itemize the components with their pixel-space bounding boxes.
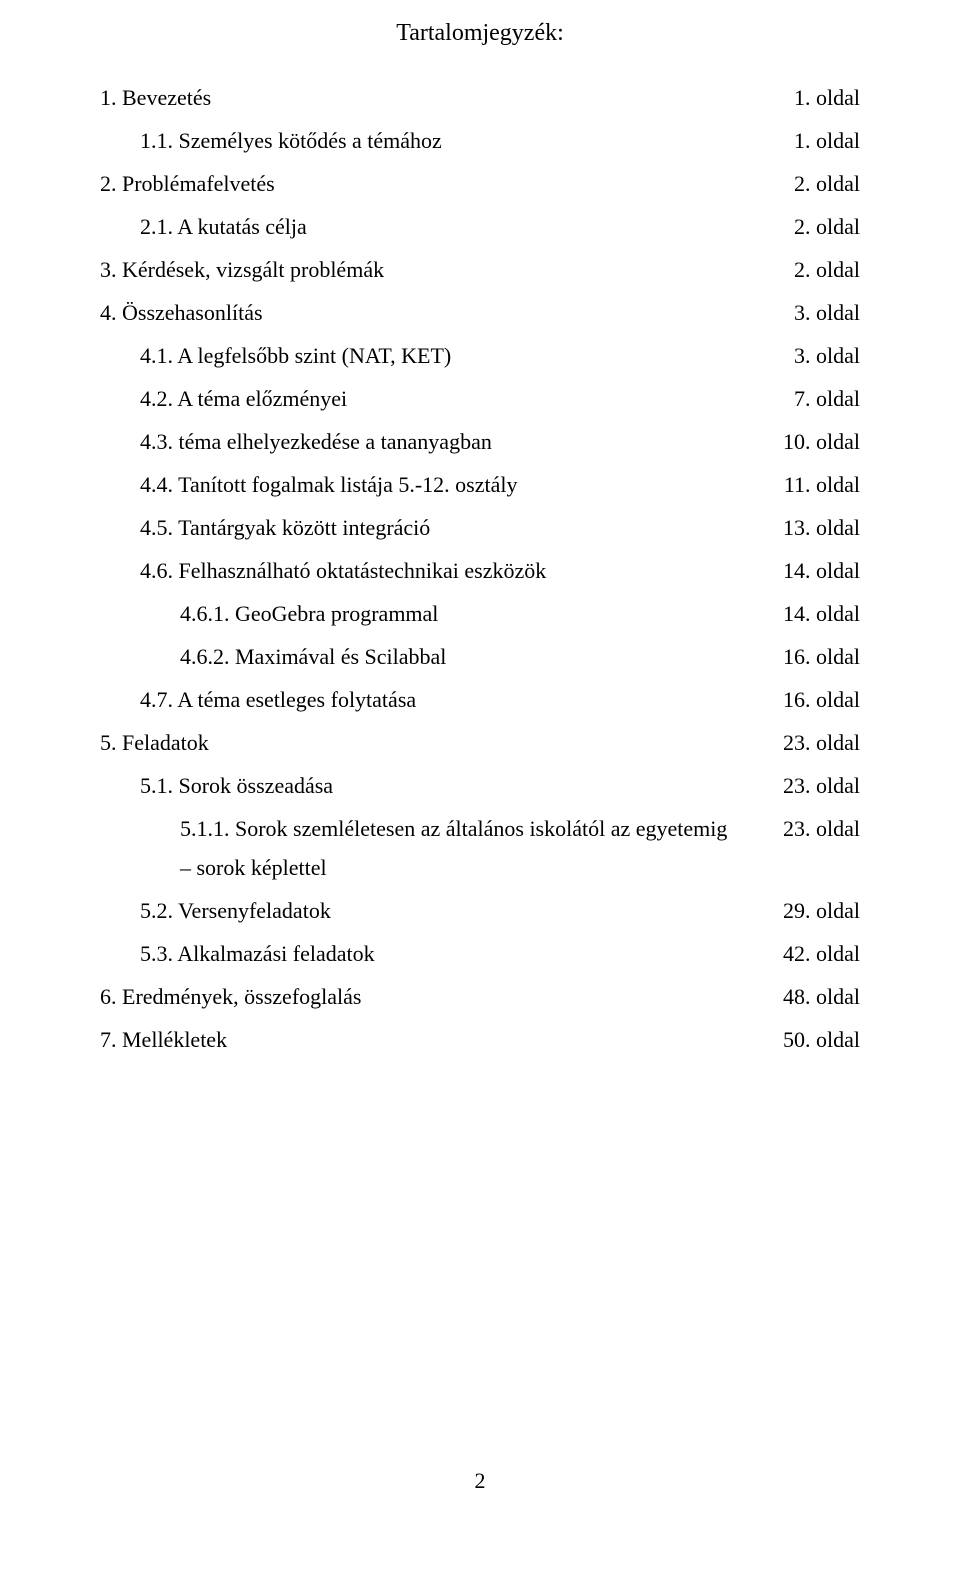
toc-row: 3. Kérdések, vizsgált problémák2. oldal — [100, 257, 860, 283]
toc-page: 50. oldal — [763, 1027, 860, 1053]
toc-label: 4.7. A téma esetleges folytatása — [100, 687, 763, 713]
toc-page: 42. oldal — [763, 941, 860, 967]
toc-row: 2.1. A kutatás célja2. oldal — [100, 214, 860, 240]
toc-title: Tartalomjegyzék: — [100, 20, 860, 47]
toc-label: 5.1.1. Sorok szemléletesen az általános … — [100, 816, 763, 842]
toc-label: 6. Eredmények, összefoglalás — [100, 984, 763, 1010]
toc-row: 4. Összehasonlítás3. oldal — [100, 300, 860, 326]
toc-row: 2. Problémafelvetés2. oldal — [100, 171, 860, 197]
toc-page: 48. oldal — [763, 984, 860, 1010]
toc-page: 10. oldal — [763, 429, 860, 455]
toc-page: 3. oldal — [774, 300, 860, 326]
toc-label: 4.3. téma elhelyezkedése a tananyagban — [100, 429, 763, 455]
toc-page: 2. oldal — [774, 257, 860, 283]
toc-label: 4. Összehasonlítás — [100, 300, 774, 326]
toc-page: 23. oldal — [763, 730, 860, 756]
toc-label: 7. Mellékletek — [100, 1027, 763, 1053]
toc-row: 4.1. A legfelsőbb szint (NAT, KET)3. old… — [100, 343, 860, 369]
toc-row: 5.3. Alkalmazási feladatok42. oldal — [100, 941, 860, 967]
toc-page: 23. oldal — [763, 816, 860, 842]
toc-row: 5.2. Versenyfeladatok29. oldal — [100, 898, 860, 924]
toc-row: 5. Feladatok23. oldal — [100, 730, 860, 756]
toc-row: 4.6.1. GeoGebra programmal14. oldal — [100, 601, 860, 627]
table-of-contents: 1. Bevezetés1. oldal1.1. Személyes kötőd… — [100, 85, 860, 1053]
toc-row: 4.2. A téma előzményei7. oldal — [100, 386, 860, 412]
toc-row: 1.1. Személyes kötődés a témához1. oldal — [100, 128, 860, 154]
page-number: 2 — [0, 1468, 960, 1494]
toc-label: 1. Bevezetés — [100, 85, 774, 111]
toc-label: 4.2. A téma előzményei — [100, 386, 774, 412]
toc-page: 3. oldal — [774, 343, 860, 369]
toc-row: 5.1. Sorok összeadása23. oldal — [100, 773, 860, 799]
toc-page: 2. oldal — [774, 171, 860, 197]
toc-label: 4.1. A legfelsőbb szint (NAT, KET) — [100, 343, 774, 369]
toc-label: 4.6.2. Maximával és Scilabbal — [100, 644, 763, 670]
toc-label: 4.6.1. GeoGebra programmal — [100, 601, 763, 627]
toc-row: 1. Bevezetés1. oldal — [100, 85, 860, 111]
toc-page: 16. oldal — [763, 644, 860, 670]
toc-label: 2. Problémafelvetés — [100, 171, 774, 197]
toc-row: 4.5. Tantárgyak között integráció13. old… — [100, 515, 860, 541]
toc-label: 5.3. Alkalmazási feladatok — [100, 941, 763, 967]
toc-page: 7. oldal — [774, 386, 860, 412]
toc-page: 11. oldal — [764, 472, 860, 498]
toc-row: 4.6. Felhasználható oktatástechnikai esz… — [100, 558, 860, 584]
toc-page: 13. oldal — [763, 515, 860, 541]
toc-row: 7. Mellékletek50. oldal — [100, 1027, 860, 1053]
toc-row: 4.4. Tanított fogalmak listája 5.-12. os… — [100, 472, 860, 498]
toc-label-continuation: – sorok képlettel — [100, 855, 860, 881]
toc-page: 1. oldal — [774, 85, 860, 111]
toc-row: 5.1.1. Sorok szemléletesen az általános … — [100, 816, 860, 842]
toc-label: 5.1. Sorok összeadása — [100, 773, 763, 799]
toc-page: 2. oldal — [774, 214, 860, 240]
toc-label: 1.1. Személyes kötődés a témához — [100, 128, 774, 154]
toc-label: 3. Kérdések, vizsgált problémák — [100, 257, 774, 283]
toc-label: 4.6. Felhasználható oktatástechnikai esz… — [100, 558, 763, 584]
toc-page: 29. oldal — [763, 898, 860, 924]
toc-label: 4.4. Tanított fogalmak listája 5.-12. os… — [100, 472, 764, 498]
toc-label: 4.5. Tantárgyak között integráció — [100, 515, 763, 541]
toc-label: 2.1. A kutatás célja — [100, 214, 774, 240]
toc-page: 14. oldal — [763, 601, 860, 627]
toc-page: 16. oldal — [763, 687, 860, 713]
toc-label: 5.2. Versenyfeladatok — [100, 898, 763, 924]
toc-row: 4.6.2. Maximával és Scilabbal16. oldal — [100, 644, 860, 670]
toc-row: 4.7. A téma esetleges folytatása16. olda… — [100, 687, 860, 713]
toc-row: 6. Eredmények, összefoglalás48. oldal — [100, 984, 860, 1010]
toc-row: 4.3. téma elhelyezkedése a tananyagban10… — [100, 429, 860, 455]
toc-page: 1. oldal — [774, 128, 860, 154]
toc-page: 23. oldal — [763, 773, 860, 799]
toc-page: 14. oldal — [763, 558, 860, 584]
toc-label: 5. Feladatok — [100, 730, 763, 756]
